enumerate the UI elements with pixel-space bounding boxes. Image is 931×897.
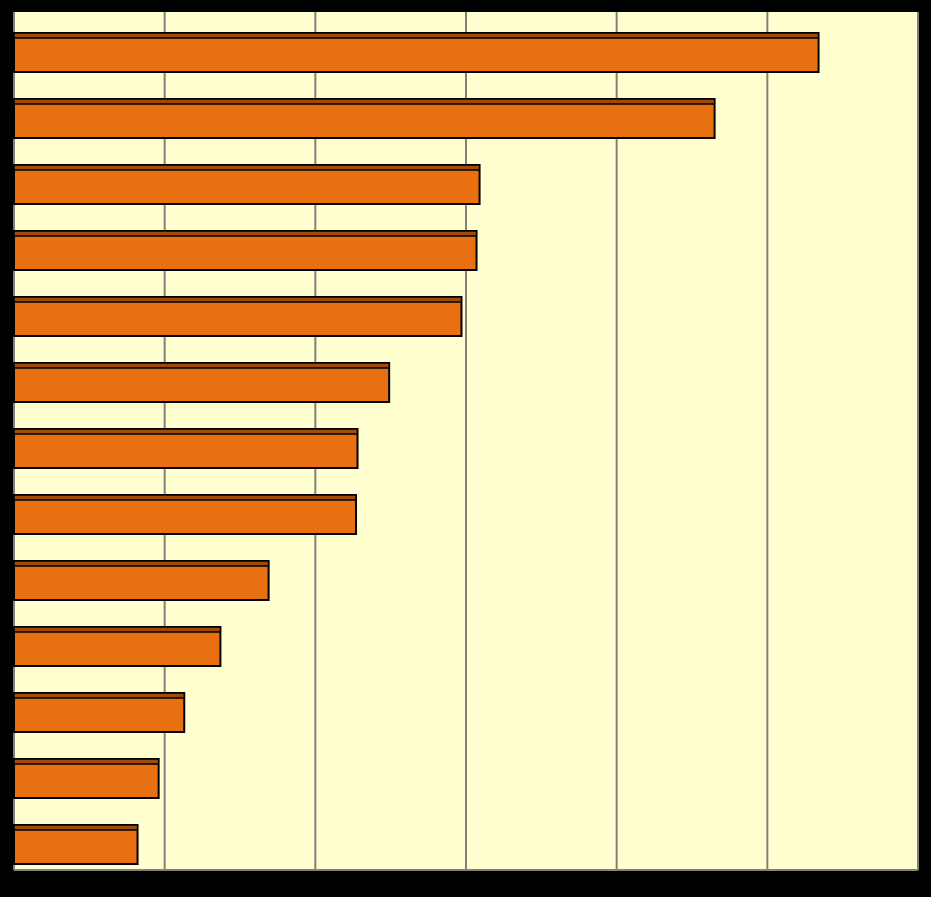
bar-body xyxy=(13,428,359,469)
bar-body xyxy=(13,362,391,403)
bar-top xyxy=(13,98,716,105)
bar xyxy=(13,560,270,601)
bar-top xyxy=(13,758,160,765)
bar xyxy=(13,32,820,73)
bar xyxy=(13,692,186,733)
bar-top xyxy=(13,692,186,699)
bar xyxy=(13,362,391,403)
bar-top xyxy=(13,560,270,567)
bar xyxy=(13,758,160,799)
bar-body xyxy=(13,692,186,733)
bar xyxy=(13,164,481,205)
bar-body xyxy=(13,164,481,205)
bar-body xyxy=(13,98,716,139)
bar-top xyxy=(13,32,820,39)
bar-top xyxy=(13,230,478,237)
bar xyxy=(13,428,359,469)
bar xyxy=(13,494,358,535)
bar-body xyxy=(13,560,270,601)
bar xyxy=(13,296,463,337)
bar-top xyxy=(13,626,222,633)
bar-top xyxy=(13,362,390,369)
bar-body xyxy=(13,626,222,667)
bar-body xyxy=(13,758,160,799)
bar xyxy=(13,824,139,865)
bar-top xyxy=(13,428,359,435)
bar xyxy=(13,626,222,667)
bar-top xyxy=(13,164,481,171)
bar-body xyxy=(13,494,358,535)
bar-body xyxy=(13,230,478,271)
bar-body xyxy=(13,824,139,865)
bar-body xyxy=(13,32,820,73)
bar-body xyxy=(13,296,463,337)
bar-top xyxy=(13,494,357,501)
bar-top xyxy=(13,296,463,303)
bar-top xyxy=(13,824,139,831)
bar xyxy=(13,98,716,139)
bar xyxy=(13,230,478,271)
